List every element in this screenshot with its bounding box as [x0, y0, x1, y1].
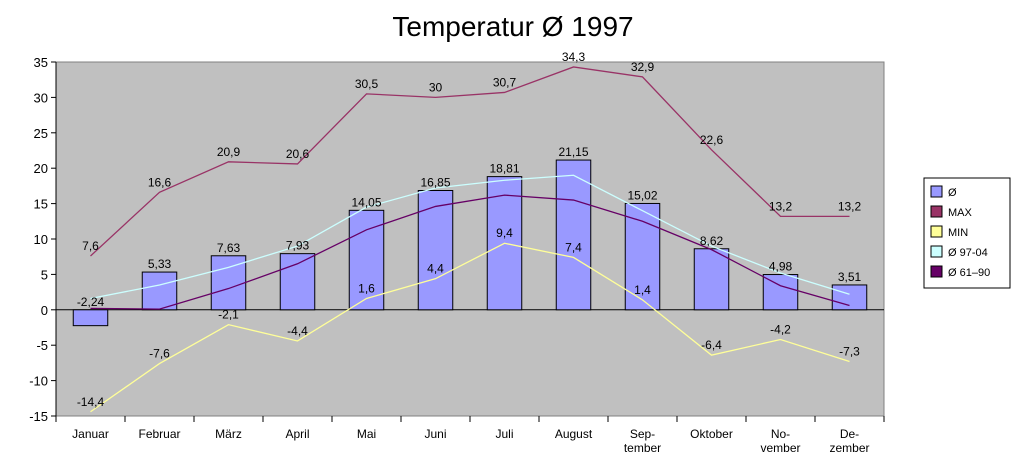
bar-data-label: 8,62 — [700, 234, 724, 248]
max-data-label: 7,6 — [82, 239, 99, 253]
min-data-label: -7,3 — [839, 344, 860, 358]
y-tick-label: 25 — [34, 126, 48, 141]
max-data-label: 30,5 — [355, 77, 379, 91]
bar-data-label: 5,33 — [148, 257, 172, 271]
legend-swatch — [930, 245, 943, 258]
plot-area: -15 -10 -5 0 5 10 15 20 25 30 35 Januar Februar März A… — [29, 50, 885, 455]
bar-data-label: 18,81 — [489, 162, 519, 176]
min-data-label: -4,2 — [770, 323, 791, 337]
max-data-label: 20,6 — [286, 147, 310, 161]
legend-entry: Ø — [948, 187, 957, 199]
min-data-label: 1,4 — [634, 283, 651, 297]
y-tick-label: 35 — [34, 55, 48, 70]
y-tick-label: 0 — [41, 303, 48, 318]
legend-entry: MIN — [948, 227, 968, 239]
min-data-label: -14,4 — [77, 395, 105, 409]
legend-entry: Ø 97-04 — [948, 247, 988, 259]
min-data-label: 9,4 — [496, 226, 513, 240]
bar — [72, 309, 109, 327]
legend-entry: MAX — [948, 207, 973, 219]
y-tick-label: 30 — [34, 90, 48, 105]
series-line — [90, 194, 850, 310]
series-line — [90, 242, 850, 413]
x-tick-label: Sep- — [630, 427, 655, 441]
legend-swatch — [930, 265, 943, 278]
x-tick-label: Oktober — [690, 427, 733, 441]
bar-data-label: 3,51 — [838, 270, 862, 284]
bar — [831, 284, 868, 311]
min-data-label: -2,1 — [218, 308, 239, 322]
bar — [417, 190, 454, 311]
legend-swatch — [930, 225, 943, 238]
series-line — [90, 174, 850, 300]
min-data-label: -4,4 — [287, 324, 308, 338]
min-data-label: 7,4 — [565, 240, 582, 254]
y-tick-label: 20 — [34, 161, 48, 176]
max-data-label: 30,7 — [493, 75, 517, 89]
max-data-label: 13,2 — [838, 199, 862, 213]
min-data-label: -7,6 — [149, 347, 170, 361]
bar — [348, 209, 385, 311]
bar-data-label: 14,05 — [351, 195, 381, 209]
plot-background — [55, 61, 885, 417]
max-data-label: 13,2 — [769, 199, 793, 213]
y-tick-label: 5 — [41, 267, 48, 282]
max-data-label: 30 — [429, 80, 443, 94]
max-data-label: 32,9 — [631, 60, 655, 74]
max-data-label: 16,6 — [148, 175, 172, 189]
bar — [693, 248, 730, 311]
legend-entry: Ø 61–90 — [948, 267, 990, 279]
bar — [141, 271, 178, 311]
x-tick-label: Februar — [138, 427, 180, 441]
y-tick-label: -15 — [29, 409, 48, 424]
x-tick-label: Mai — [357, 427, 376, 441]
x-tick-label: Juli — [495, 427, 513, 441]
x-tick-label: Juni — [424, 427, 446, 441]
bar — [555, 159, 592, 311]
max-data-label: 20,9 — [217, 145, 241, 159]
series-line — [90, 66, 850, 257]
legend: Ø MAX MIN Ø 97-04 Ø 61–90 — [923, 177, 1011, 289]
y-tick-label: -5 — [36, 338, 48, 353]
x-tick-label: März — [215, 427, 242, 441]
y-tick-label: -10 — [29, 374, 48, 389]
bar-data-label: 15,02 — [627, 188, 657, 202]
y-tick-label: 15 — [34, 197, 48, 212]
bar — [279, 253, 316, 311]
min-data-label: 4,4 — [427, 262, 444, 276]
x-tick-label: De- — [840, 427, 859, 441]
x-tick-label: No- — [771, 427, 790, 441]
x-tick-label: April — [285, 427, 309, 441]
bar-data-label: 4,98 — [769, 260, 793, 274]
bar-data-label: 16,85 — [420, 176, 450, 190]
min-data-label: -6,4 — [701, 338, 722, 352]
x-tick-label: tember — [624, 441, 661, 455]
x-tick-label: August — [555, 427, 593, 441]
y-tick-label: 10 — [34, 232, 48, 247]
legend-swatch — [930, 205, 943, 218]
bar-data-label: 7,93 — [286, 239, 310, 253]
x-tick-label: zember — [829, 441, 869, 455]
max-data-label: 34,3 — [562, 50, 586, 64]
x-tick-label: Januar — [72, 427, 109, 441]
min-data-label: 1,6 — [358, 281, 375, 295]
bar-data-label: 21,15 — [558, 145, 588, 159]
chart-title: Temperatur Ø 1997 — [392, 11, 633, 42]
x-tick-label: vember — [760, 441, 800, 455]
bar-data-label: -2,24 — [77, 295, 105, 309]
max-data-label: 22,6 — [700, 133, 724, 147]
bar-data-label: 7,63 — [217, 241, 241, 255]
bar — [210, 255, 247, 311]
legend-swatch — [930, 185, 943, 198]
